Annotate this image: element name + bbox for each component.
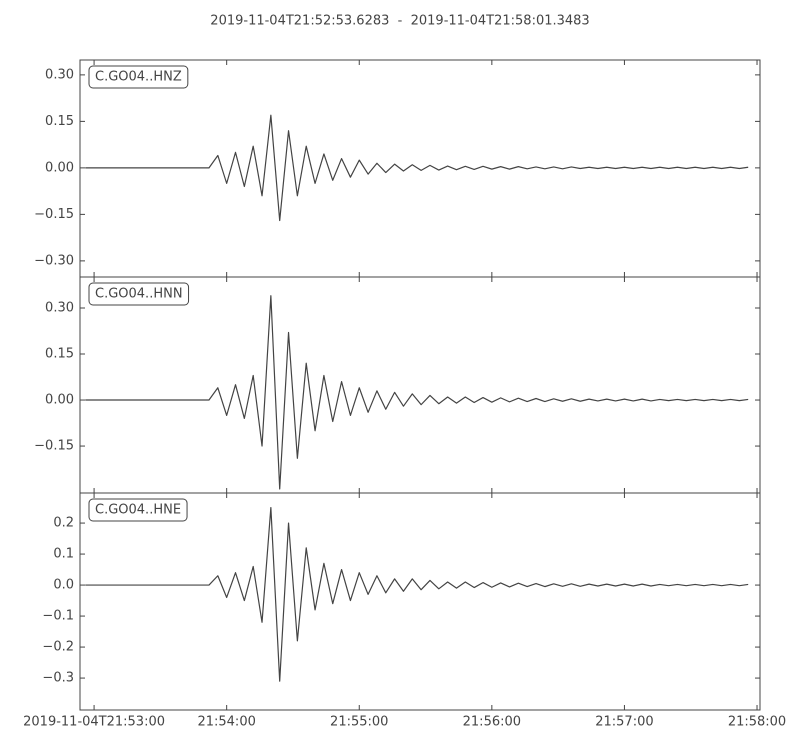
x-tick-label: 21:58:00 [728, 715, 786, 730]
y-tick-label: 0.30 [45, 300, 74, 315]
y-tick-label: −0.15 [34, 207, 74, 222]
panel-frame [79, 492, 761, 711]
y-tick-label: −0.15 [34, 439, 74, 454]
y-tick-label: 0.30 [45, 67, 74, 82]
trace-label-box [88, 498, 188, 522]
trace-label-box [88, 65, 189, 89]
y-tick-label: −0.2 [42, 640, 74, 655]
y-tick-label: 0.0 [53, 578, 74, 593]
x-tick-label: 2019-11-04T21:53:00 [23, 715, 165, 730]
trace-label: C.GO04..HNN [95, 287, 183, 302]
y-tick-label: −0.3 [42, 671, 74, 686]
y-tick-label: 0.00 [45, 160, 74, 175]
y-tick-label: 0.00 [45, 393, 74, 408]
x-tick-label: 21:54:00 [197, 715, 255, 730]
y-tick-label: 0.2 [53, 516, 74, 531]
trace-label: C.GO04..HNE [95, 503, 181, 518]
y-tick-label: −0.30 [34, 253, 74, 268]
x-tick-label: 21:56:00 [463, 715, 521, 730]
y-tick-label: 0.1 [53, 547, 74, 562]
trace-label: C.GO04..HNZ [95, 70, 182, 85]
x-tick-label: 21:55:00 [330, 715, 388, 730]
waveform [85, 114, 749, 222]
y-tick-label: 0.15 [45, 347, 74, 362]
y-tick-label: −0.1 [42, 609, 74, 624]
trace-label-box [88, 282, 190, 306]
y-tick-label: 0.15 [45, 114, 74, 129]
x-tick-label: 21:57:00 [595, 715, 653, 730]
waveform [85, 506, 749, 682]
chart-title: 2019-11-04T21:52:53.6283 - 2019-11-04T21… [210, 14, 589, 29]
waveform [85, 295, 749, 490]
